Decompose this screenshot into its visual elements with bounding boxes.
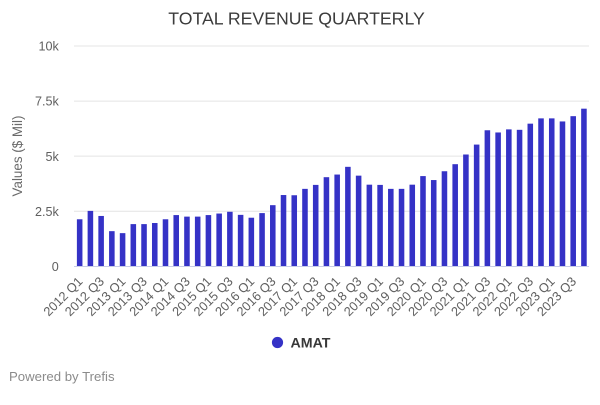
svg-text:7.5k: 7.5k [35,95,60,109]
svg-text:AMAT: AMAT [291,336,331,352]
svg-text:10k: 10k [38,40,59,54]
svg-text:Values ($ Mil): Values ($ Mil) [10,116,25,197]
svg-text:TOTAL REVENUE QUARTERLY: TOTAL REVENUE QUARTERLY [168,9,425,29]
svg-text:2.5k: 2.5k [35,205,60,219]
svg-text:Powered by Trefis: Powered by Trefis [9,369,115,384]
svg-text:5k: 5k [45,150,59,164]
svg-text:0: 0 [52,260,59,274]
